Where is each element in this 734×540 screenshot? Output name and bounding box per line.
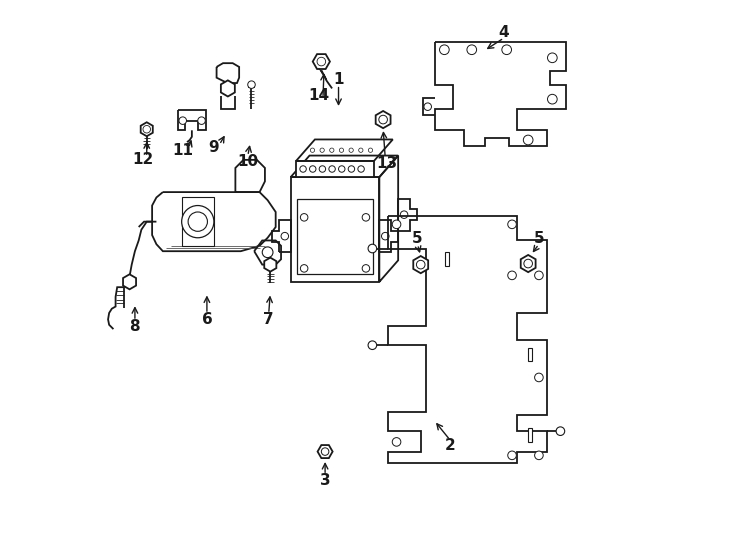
Circle shape [300,214,308,221]
Circle shape [300,166,306,172]
Text: 6: 6 [202,312,212,327]
Circle shape [508,271,516,280]
Circle shape [310,148,315,152]
Circle shape [467,45,476,55]
Circle shape [349,148,353,152]
Circle shape [143,125,150,133]
Text: 2: 2 [445,438,456,453]
Circle shape [416,260,425,269]
Bar [297,199,373,274]
Text: 5: 5 [534,231,544,246]
Circle shape [358,166,364,172]
Text: 5: 5 [413,231,423,246]
Circle shape [392,437,401,446]
Circle shape [534,271,543,280]
Circle shape [321,448,329,455]
Text: 7: 7 [264,312,274,327]
Circle shape [523,135,533,145]
Polygon shape [221,80,235,97]
Circle shape [379,115,388,124]
Circle shape [248,81,255,89]
Polygon shape [413,256,428,273]
Circle shape [502,45,512,55]
Polygon shape [141,122,153,136]
Circle shape [508,451,516,460]
Circle shape [338,166,345,172]
Text: 11: 11 [172,143,193,158]
Text: 13: 13 [377,156,397,171]
Circle shape [524,259,532,268]
Circle shape [392,220,401,228]
Text: 3: 3 [320,473,330,488]
Text: 12: 12 [132,152,153,167]
Circle shape [548,53,557,63]
Circle shape [329,166,335,172]
Bar [296,161,374,177]
Circle shape [339,148,344,152]
Circle shape [556,427,564,435]
Circle shape [368,148,373,152]
Circle shape [424,103,432,111]
Bar [528,428,532,442]
Circle shape [181,206,214,238]
Bar [528,348,532,361]
Circle shape [400,211,408,218]
Circle shape [179,117,186,124]
Circle shape [281,232,288,240]
Circle shape [362,214,370,221]
Circle shape [382,232,389,240]
Circle shape [508,220,516,228]
Circle shape [188,212,208,231]
Polygon shape [123,274,136,289]
Circle shape [317,57,326,66]
Circle shape [359,148,363,152]
Circle shape [368,244,377,253]
Text: 10: 10 [237,154,258,169]
Circle shape [330,148,334,152]
Polygon shape [376,111,390,128]
Circle shape [348,166,355,172]
Polygon shape [313,54,330,69]
Circle shape [197,117,206,124]
Circle shape [300,265,308,272]
Text: 9: 9 [208,140,219,155]
Circle shape [319,166,326,172]
Circle shape [320,148,324,152]
Polygon shape [520,255,536,272]
Bar [291,177,379,282]
Circle shape [534,373,543,382]
Text: 14: 14 [308,88,330,103]
Circle shape [534,451,543,460]
Bar [445,252,449,266]
Text: 4: 4 [498,25,509,40]
Polygon shape [264,258,276,272]
Text: 1: 1 [333,72,344,87]
Circle shape [548,94,557,104]
Circle shape [368,341,377,349]
Text: 8: 8 [130,319,140,334]
Circle shape [262,247,273,258]
Polygon shape [318,445,333,458]
Circle shape [310,166,316,172]
Circle shape [440,45,449,55]
Circle shape [362,265,370,272]
